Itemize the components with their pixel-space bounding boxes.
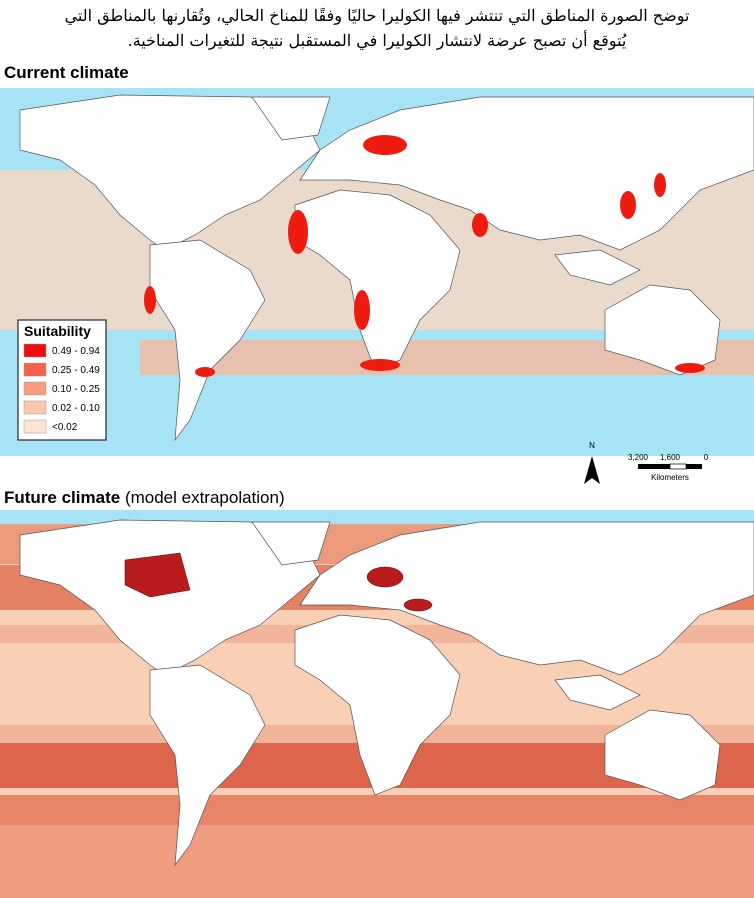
- caption-line: توضح الصورة المناطق التي تنتشر فيها الكو…: [64, 6, 690, 25]
- legend-swatch: [23, 400, 47, 415]
- legend-label: 0.10 - 0.25: [52, 384, 100, 395]
- legend-swatch: [23, 343, 47, 358]
- scale-bar: 3,200 1,600 0 Kilometers: [628, 453, 709, 482]
- legend-title: Suitability: [24, 323, 91, 339]
- legend-swatch: [23, 381, 47, 396]
- legend-swatch: [23, 362, 47, 377]
- legend-label: 0.25 - 0.49: [52, 365, 100, 376]
- north-arrow: N: [584, 441, 600, 484]
- legend-label: <0.02: [52, 422, 78, 433]
- scale-unit: Kilometers: [651, 473, 689, 482]
- north-label: N: [589, 441, 595, 450]
- current-map: Suitability 0.49 - 0.94 0.25 - 0.49 0.10 -…: [0, 88, 754, 505]
- panel-title: Current climate: [4, 63, 129, 82]
- panel-title: Future climate (model extrapolation): [4, 488, 285, 508]
- high-suitability: [144, 135, 705, 377]
- panel-subtitle: (model extrapolation): [124, 488, 285, 507]
- legend: Suitability 0.49 - 0.94 0.25 - 0.49 0.10 -…: [17, 319, 107, 441]
- scale-label: 0: [704, 453, 709, 462]
- scale-label: 3,200: [628, 453, 649, 462]
- legend-label: 0.02 - 0.10: [52, 403, 100, 414]
- legend-label: 0.49 - 0.94: [52, 346, 100, 357]
- legend-swatch: [23, 419, 47, 434]
- caption-line: يُتوقع أن تصبح عرضة لانتشار الكوليرا في …: [127, 31, 627, 50]
- future-map: [0, 510, 754, 898]
- scale-label: 1,600: [660, 453, 681, 462]
- panel-title-main: Future climate: [4, 488, 121, 507]
- high-suitability: [124, 552, 433, 612]
